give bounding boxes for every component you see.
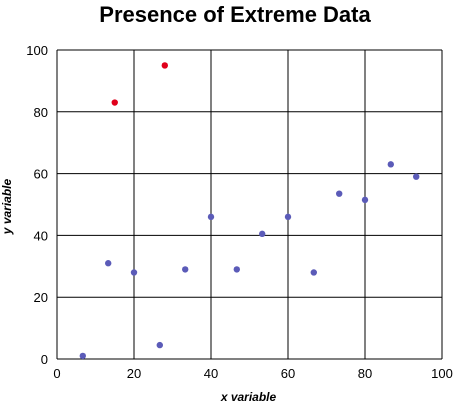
data-point — [130, 269, 138, 276]
x-axis-label: x variable — [220, 390, 277, 404]
grid-lines — [56, 49, 443, 360]
x-tick-label: 60 — [281, 366, 295, 381]
data-point — [361, 196, 369, 204]
x-tick-labels: 0 20 40 60 80 100 — [53, 366, 452, 381]
y-tick-labels: 0 20 40 60 80 100 — [26, 43, 48, 367]
data-point — [233, 266, 240, 273]
data-point — [207, 213, 215, 221]
data-point — [387, 161, 394, 168]
y-tick-label: 100 — [26, 43, 48, 58]
data-point — [413, 173, 420, 180]
data-point — [310, 269, 317, 276]
x-tick-label: 100 — [431, 366, 453, 381]
y-tick-label: 40 — [34, 228, 48, 243]
x-tick-label: 40 — [204, 366, 218, 381]
data-point — [79, 352, 86, 360]
x-tick-label: 80 — [358, 366, 372, 381]
data-points — [79, 62, 420, 360]
y-tick-label: 20 — [34, 290, 48, 305]
x-tick-label: 20 — [127, 366, 141, 381]
y-tick-label: 0 — [41, 352, 48, 367]
x-tick-label: 0 — [53, 366, 60, 381]
data-point — [105, 260, 112, 267]
data-point — [284, 213, 292, 221]
extreme-data-point — [111, 99, 118, 106]
y-tick-label: 60 — [34, 167, 48, 182]
data-point — [336, 190, 343, 197]
data-point — [182, 266, 189, 273]
extreme-data-point — [161, 62, 168, 69]
data-point — [259, 230, 266, 238]
y-axis-label: y variable — [0, 178, 14, 235]
chart-title: Presence of Extreme Data — [99, 2, 371, 27]
y-tick-label: 80 — [34, 105, 48, 120]
data-point — [156, 341, 163, 349]
